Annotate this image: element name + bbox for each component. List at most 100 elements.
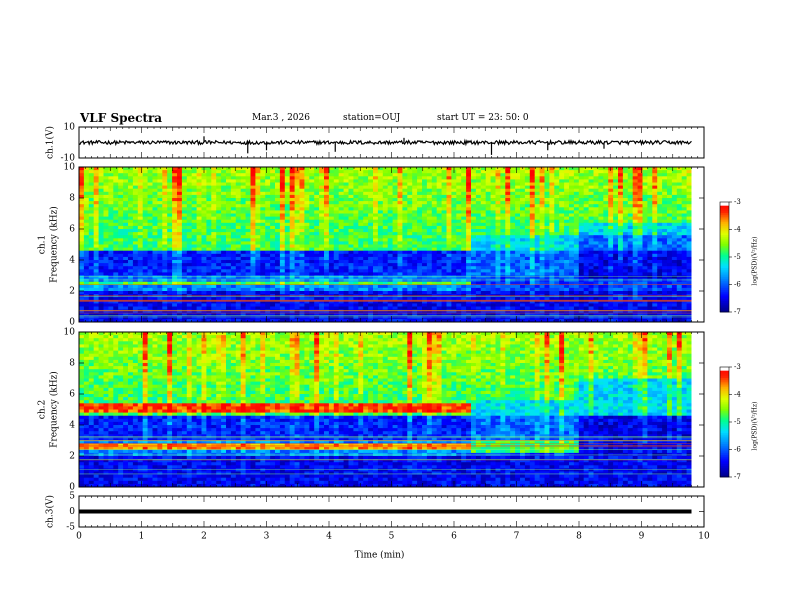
spectrogram-cell [181, 210, 188, 214]
spectrogram-cell [294, 167, 300, 171]
spectrogram-cell [250, 213, 256, 217]
spectrogram-cell [172, 284, 178, 289]
spectrogram-cell [216, 194, 222, 199]
spectrogram-cell [196, 176, 202, 180]
spectrogram-cell [534, 291, 540, 295]
spectrogram-cell [137, 229, 144, 233]
spectrogram-cell [471, 315, 477, 320]
spectrogram-cell [328, 198, 335, 202]
spectrogram-cell [98, 269, 104, 273]
spectrogram-cell [377, 173, 384, 177]
spectrogram-cell [216, 170, 222, 174]
spectrogram-cell [147, 191, 153, 196]
spectrogram-cell [147, 269, 153, 273]
spectrogram-cell [79, 281, 85, 286]
spectrogram-cell [382, 300, 389, 304]
spectrogram-cell [201, 229, 207, 233]
spectrogram-cell [407, 173, 413, 177]
spectrogram-cell [265, 263, 271, 267]
spectrogram-cell [529, 182, 536, 186]
spectrogram-cell [387, 281, 393, 286]
spectrogram-cell [123, 222, 129, 227]
spectrogram-cell [181, 207, 188, 211]
spectrogram-cell [157, 253, 163, 258]
spectrogram-cell [495, 167, 501, 171]
spectrogram-cell [353, 260, 359, 264]
spectrogram-cell [118, 287, 124, 292]
spectrogram-cell [461, 281, 467, 286]
spectrogram-cell [137, 194, 144, 199]
spectrogram-cell [275, 278, 281, 283]
spectrogram-cell [534, 306, 540, 310]
spectrogram-cell [417, 250, 423, 255]
spectrogram-cell [397, 253, 403, 258]
spectrogram-cell [534, 201, 540, 205]
spectrogram-cell [480, 272, 487, 276]
spectrogram-cell [128, 176, 134, 180]
spectrogram-cell [534, 269, 540, 273]
spectrogram-cell [539, 318, 545, 323]
spectrogram-cell [333, 170, 340, 174]
spectrogram-cell [260, 229, 266, 233]
spectrogram-cell [157, 303, 163, 307]
spectrogram-cell [245, 269, 251, 273]
spectrogram-cell [446, 198, 452, 202]
spectrogram-cell [191, 306, 197, 310]
spectrogram-cell [426, 275, 433, 279]
spectrogram-cell [128, 241, 134, 245]
spectrogram-cell [304, 232, 310, 236]
spectrogram-cell [407, 244, 413, 248]
spectrogram-cell [368, 213, 374, 217]
spectrogram-cell [240, 300, 246, 304]
spectrogram-cell [289, 219, 295, 224]
spectrogram-cell [191, 253, 197, 258]
spectrogram-cell [319, 204, 325, 208]
spectrogram-cell [98, 247, 104, 252]
spectrogram-cell [142, 315, 148, 320]
spectrogram-cell [431, 213, 438, 217]
spectrogram-cell [422, 275, 428, 279]
spectrogram-cell [358, 185, 364, 190]
spectrogram-cell [250, 207, 256, 211]
spectrogram-cell [118, 269, 124, 273]
spectrogram-cell [343, 238, 349, 242]
spectrogram-cell [505, 191, 511, 196]
spectrogram-cell [348, 256, 354, 261]
spectrogram-cell [377, 219, 384, 224]
spectrogram-cell [314, 253, 320, 258]
spectrogram-cell [377, 297, 384, 301]
spectrogram-cell [373, 266, 379, 270]
spectrogram-cell [230, 244, 237, 248]
spectrogram-cell [466, 287, 472, 292]
spectrogram-cell [441, 241, 447, 245]
spectrogram-cell [167, 204, 173, 208]
spectrogram-cell [382, 219, 389, 224]
spectrogram-cell [255, 213, 261, 217]
spectrogram-cell [98, 213, 104, 217]
spectrogram-cell [240, 207, 246, 211]
spectrogram-cell [510, 170, 516, 174]
spectrogram-cell [387, 303, 393, 307]
spectrogram-cell [348, 170, 354, 174]
spectrogram-cell [456, 300, 462, 304]
spectrogram-cell [275, 194, 281, 199]
spectrogram-cell [466, 222, 472, 227]
spectrogram-cell [446, 315, 452, 320]
spectrogram-cell [284, 312, 291, 317]
spectrogram-cell [456, 281, 462, 286]
spectrogram-cell [417, 284, 423, 289]
spectrogram-cell [397, 241, 403, 245]
spectrogram-cell [422, 201, 428, 205]
spectrogram-cell [284, 275, 291, 279]
spectrogram-cell [230, 266, 237, 270]
spectrogram-cell [309, 263, 315, 267]
spectrogram-cell [167, 182, 173, 186]
spectrogram-cell [191, 287, 197, 292]
spectrogram-cell [240, 204, 246, 208]
spectrogram-cell [245, 232, 251, 236]
spectrogram-cell [402, 297, 408, 301]
spectrogram-cell [461, 170, 467, 174]
spectrogram-cell [123, 312, 129, 317]
spectrogram-cell [108, 204, 114, 208]
spectrogram-cell [373, 260, 379, 264]
